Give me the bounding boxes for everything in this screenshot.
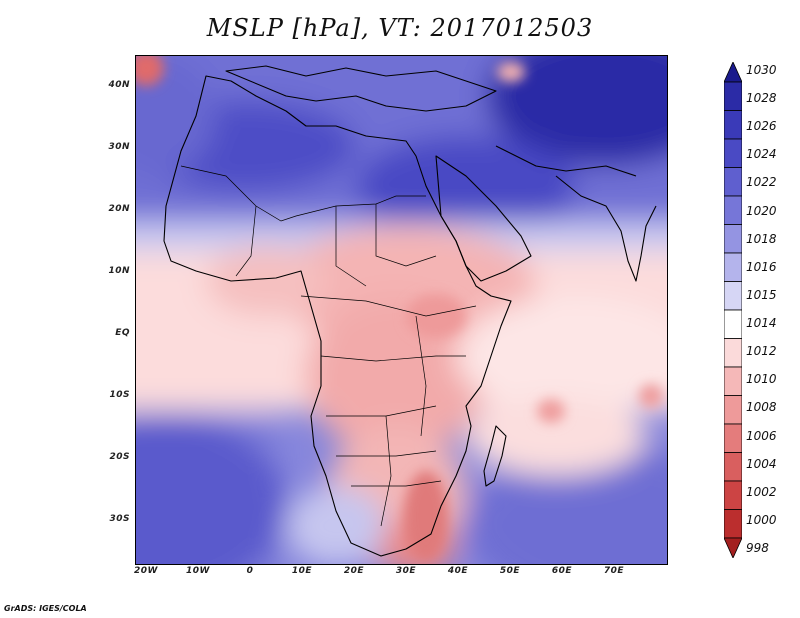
colorbar-segment (724, 167, 742, 197)
lon-label: 0 (246, 566, 254, 576)
colorbar-segment (724, 395, 742, 425)
colorbar-label: 1030 (746, 63, 777, 77)
lon-label: 10E (291, 566, 313, 576)
colorbar-label: 1015 (746, 287, 777, 302)
colorbar-label: 1018 (746, 231, 777, 246)
colorbar-label: 1002 (746, 484, 777, 499)
colorbar-segment (724, 309, 742, 339)
coastlines (163, 65, 657, 557)
colorbar-label: 1006 (746, 428, 777, 443)
colorbar-segment (724, 480, 742, 510)
lat-label: 20N (108, 204, 130, 214)
lat-label: EQ (115, 328, 130, 338)
colorbar-label: 1026 (746, 119, 777, 134)
colorbar-segment (724, 138, 742, 168)
colorbar-label: 1016 (746, 259, 777, 274)
colorbar-segment (724, 224, 742, 254)
lon-label: 20E (343, 566, 365, 576)
colorbar (724, 62, 742, 558)
colorbar-label: 1000 (746, 512, 777, 527)
colorbar-segment (724, 81, 742, 111)
colorbar-label: 1004 (746, 456, 777, 471)
mslp-field (136, 56, 667, 564)
colorbar-segment (724, 195, 742, 225)
lon-label: 20W (134, 566, 158, 576)
lon-label: 60E (551, 566, 573, 576)
chart-title: MSLP [hPa], VT: 2017012503 (206, 14, 594, 42)
colorbar-segment (724, 281, 742, 311)
colorbar-segment (724, 509, 742, 539)
colorbar-segment (724, 338, 742, 368)
lat-label: 10N (108, 266, 130, 276)
lat-label: 40N (108, 80, 130, 90)
lon-label: 30E (395, 566, 417, 576)
colorbar-label: 1008 (746, 400, 777, 415)
colorbar-label: 1024 (746, 147, 777, 162)
colorbar-label: 1022 (746, 175, 777, 190)
country-borders (180, 165, 477, 527)
colorbar-label: 1012 (746, 344, 777, 359)
colorbar-segment (724, 452, 742, 482)
lon-label: 40E (447, 566, 469, 576)
colorbar-segment (724, 110, 742, 140)
map-plot-area (135, 55, 668, 565)
colorbar-label: 1020 (746, 203, 777, 218)
lon-label: 50E (499, 566, 521, 576)
lon-label: 10W (186, 566, 210, 576)
colorbar-segment (724, 252, 742, 282)
lon-label: 70E (603, 566, 625, 576)
colorbar-cap-bottom (724, 537, 742, 558)
colorbar-label: 1014 (746, 316, 777, 331)
colorbar-label: 998 (746, 541, 769, 555)
lat-label: 30N (108, 142, 130, 152)
colorbar-cap-top (724, 62, 742, 83)
lat-label: 30S (109, 514, 130, 524)
lat-label: 20S (109, 452, 130, 462)
colorbar-label: 1028 (746, 91, 777, 106)
colorbar-segment (724, 366, 742, 396)
footer-credit: GrADS: IGES/COLA (4, 604, 87, 613)
lat-label: 10S (109, 390, 130, 400)
colorbar-label: 1010 (746, 372, 777, 387)
colorbar-segment (724, 423, 742, 453)
